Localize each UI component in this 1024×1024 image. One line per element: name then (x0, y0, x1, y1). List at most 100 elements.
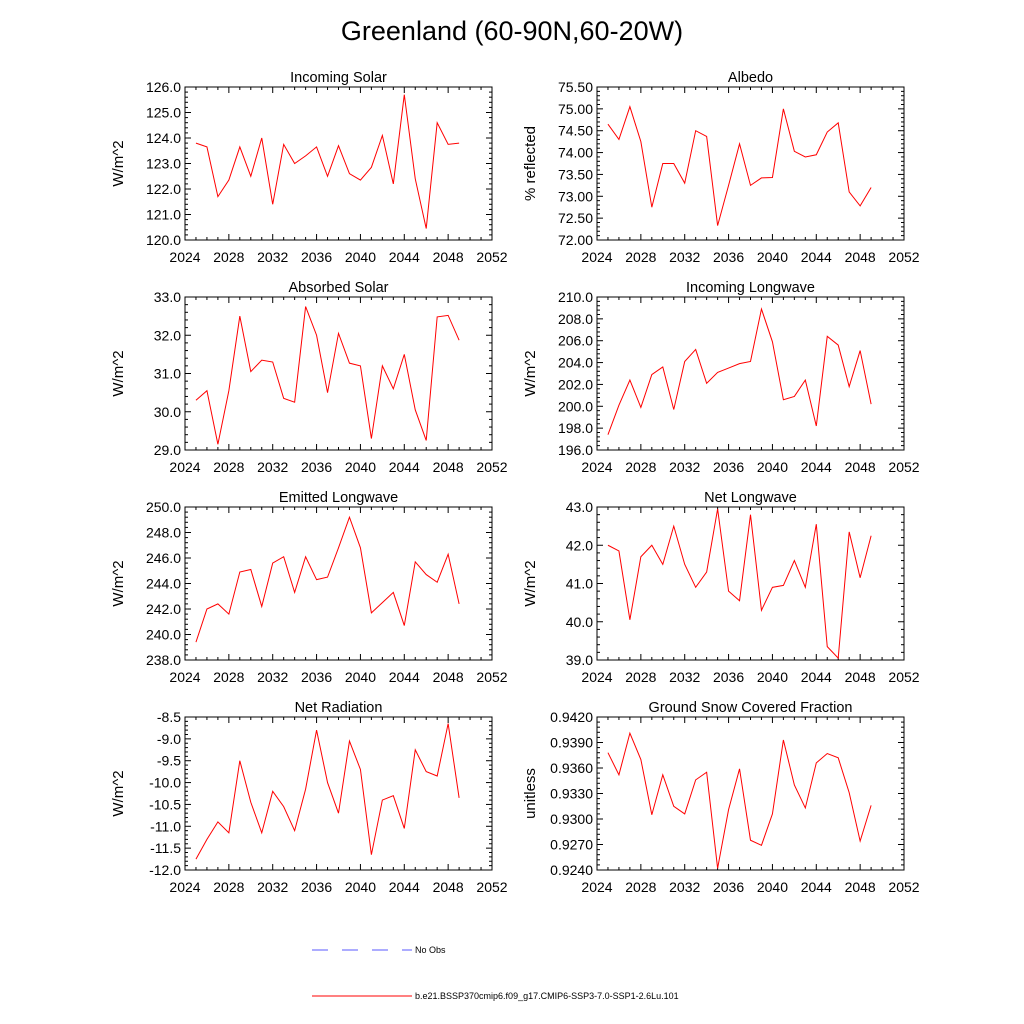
panel-title: Absorbed Solar (289, 280, 389, 296)
x-tick-label: 2044 (389, 879, 420, 895)
x-tick-label: 2040 (757, 669, 788, 685)
x-tick-label: 2024 (581, 669, 612, 685)
y-tick-label: 72.00 (558, 232, 593, 248)
y-tick-label: 242.0 (146, 601, 181, 617)
series-line (607, 307, 872, 435)
y-tick-label: -11.5 (150, 840, 181, 856)
x-tick-label: 2032 (257, 669, 288, 685)
x-tick-label: 2032 (257, 249, 288, 265)
x-tick-label: 2052 (888, 249, 919, 265)
y-axis-label: W/m^2 (110, 350, 127, 396)
x-tick-label: 2040 (345, 879, 376, 895)
legend-model-label: b.e21.BSSP370cmip6.f09_g17.CMIP6-SSP3-7.… (415, 991, 679, 1001)
x-tick-label: 2044 (801, 669, 832, 685)
x-tick-label: 2028 (625, 249, 656, 265)
panel-title: Ground Snow Covered Fraction (649, 700, 853, 716)
y-tick-label: 202.0 (558, 376, 593, 392)
x-tick-label: 2036 (301, 879, 332, 895)
series-line (195, 94, 460, 229)
series-line (607, 105, 872, 226)
y-tick-label: -9.5 (157, 753, 181, 769)
y-tick-label: 206.0 (558, 333, 593, 349)
x-tick-label: 2032 (669, 249, 700, 265)
x-tick-label: 2028 (213, 249, 244, 265)
x-tick-label: 2040 (757, 879, 788, 895)
panel-2: Albedo % reflected 2024 2028 2032 2036 2040 204… (522, 70, 920, 265)
series-line (607, 508, 872, 660)
x-tick-label: 2032 (257, 879, 288, 895)
y-tick-label: 75.50 (558, 79, 593, 95)
x-tick-label: 2040 (757, 459, 788, 475)
y-axis-label: W/m^2 (110, 770, 127, 816)
x-tick-label: 2028 (213, 669, 244, 685)
y-axis-label: W/m^2 (110, 140, 127, 186)
plot-frame (596, 506, 905, 661)
y-tick-label: 40.0 (566, 614, 593, 630)
x-tick-label: 2036 (301, 669, 332, 685)
x-tick-label: 2024 (169, 249, 200, 265)
x-tick-label: 2024 (581, 459, 612, 475)
x-tick-label: 2032 (257, 459, 288, 475)
x-tick-label: 2036 (301, 459, 332, 475)
x-tick-label: 2044 (801, 459, 832, 475)
x-tick-label: 2036 (713, 879, 744, 895)
y-tick-label: -11.0 (150, 818, 181, 834)
y-tick-label: 75.00 (558, 101, 593, 117)
y-tick-label: 122.0 (146, 181, 181, 197)
y-tick-label: 0.9240 (550, 862, 593, 878)
x-tick-label: 2048 (433, 879, 464, 895)
y-tick-label: 248.0 (146, 525, 181, 541)
x-tick-label: 2052 (476, 669, 507, 685)
plot-frame (596, 86, 905, 241)
x-tick-label: 2036 (713, 459, 744, 475)
x-tick-label: 2024 (169, 879, 200, 895)
y-tick-label: 74.00 (558, 145, 593, 161)
legend: No Obs b.e21.BSSP370cmip6.f09_g17.CMIP6-… (312, 945, 679, 1001)
y-tick-label: 73.50 (558, 166, 593, 182)
x-tick-label: 2048 (433, 459, 464, 475)
y-tick-label: 0.9390 (550, 735, 593, 751)
x-tick-label: 2028 (625, 669, 656, 685)
y-tick-label: 238.0 (146, 652, 181, 668)
x-tick-label: 2044 (389, 669, 420, 685)
y-axis-label: W/m^2 (522, 350, 539, 396)
y-tick-label: 72.50 (558, 210, 593, 226)
y-tick-label: 31.0 (154, 366, 181, 382)
panel-title: Incoming Longwave (686, 280, 815, 296)
y-tick-label: 41.0 (566, 576, 593, 592)
x-tick-label: 2036 (301, 249, 332, 265)
y-tick-label: 0.9300 (550, 811, 593, 827)
y-tick-label: 0.9420 (550, 709, 593, 725)
y-tick-label: 120.0 (146, 232, 181, 248)
y-tick-label: 0.9360 (550, 760, 593, 776)
panel-title: Albedo (728, 70, 773, 86)
plot-frame (184, 86, 493, 241)
y-tick-label: -9.0 (157, 731, 181, 747)
x-tick-label: 2032 (669, 669, 700, 685)
x-tick-label: 2028 (213, 459, 244, 475)
x-tick-label: 2048 (845, 249, 876, 265)
y-tick-label: 200.0 (558, 398, 593, 414)
panel-title: Incoming Solar (290, 70, 387, 86)
plot-frame (596, 716, 905, 871)
y-tick-label: 126.0 (146, 79, 181, 95)
x-tick-label: 2052 (888, 669, 919, 685)
y-tick-label: 204.0 (558, 355, 593, 371)
series-line (607, 731, 872, 869)
y-tick-label: -12.0 (149, 862, 181, 878)
y-tick-label: 125.0 (146, 105, 181, 121)
y-tick-label: 42.0 (566, 537, 593, 553)
x-tick-label: 2052 (476, 879, 507, 895)
x-tick-label: 2044 (389, 249, 420, 265)
x-tick-label: 2048 (845, 669, 876, 685)
x-tick-label: 2048 (845, 879, 876, 895)
y-axis-label: % reflected (522, 126, 539, 201)
y-tick-label: 250.0 (146, 499, 181, 515)
panel-4: Incoming Longwave W/m^2 2024 2028 2032 2036 20… (522, 280, 920, 475)
x-tick-label: 2052 (888, 879, 919, 895)
y-tick-label: 0.9270 (550, 837, 593, 853)
x-tick-label: 2052 (888, 459, 919, 475)
plot-frame (184, 506, 493, 661)
x-tick-label: 2024 (169, 669, 200, 685)
